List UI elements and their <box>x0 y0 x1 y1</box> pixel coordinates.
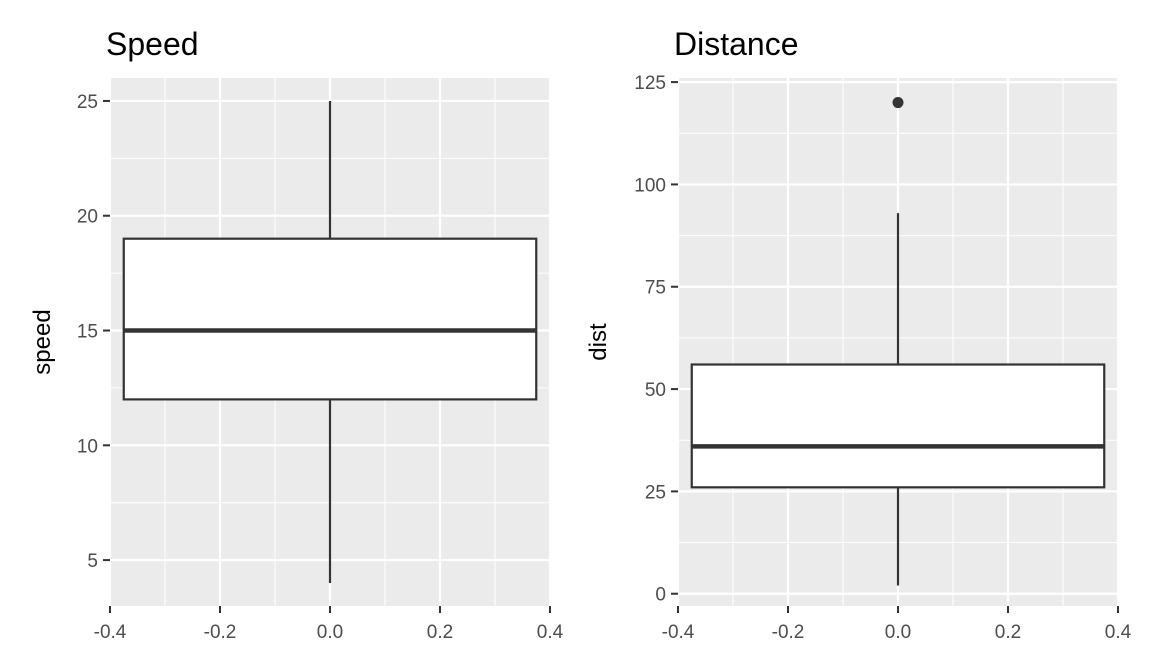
x-tick-label: -0.4 <box>662 622 695 643</box>
y-tick-label: 0 <box>655 585 666 606</box>
box-iqr <box>690 363 1106 489</box>
x-tick-label: 0.2 <box>995 622 1021 643</box>
x-tick-label: -0.2 <box>204 622 237 643</box>
y-tick-label: 50 <box>645 380 666 401</box>
y-axis-title: speed <box>29 309 56 374</box>
x-tick-label: 0.4 <box>537 622 564 643</box>
y-tick-label: 100 <box>634 175 666 196</box>
chart-title: Speed <box>106 26 199 62</box>
speed-chart: 5 10 15 20 25 -0.4 -0.2 0.0 0.2 0.4 Speed speed <box>29 26 564 643</box>
outlier-point <box>892 97 904 109</box>
x-tick-label: -0.4 <box>94 622 127 643</box>
distance-chart: 0 25 50 75 100 125 -0.4 -0.2 0.0 0.2 0.4 Distance di… <box>585 26 1132 643</box>
x-tick-label: 0.0 <box>317 622 343 643</box>
y-tick-label: 15 <box>77 322 98 343</box>
y-tick-label: 5 <box>87 551 98 572</box>
x-tick-label: 0.4 <box>1105 622 1132 643</box>
x-tick-label: 0.2 <box>427 622 453 643</box>
y-axis-title: dist <box>585 323 612 361</box>
x-tick-label: -0.2 <box>772 622 805 643</box>
y-tick-label: 20 <box>77 207 98 228</box>
y-tick-label: 10 <box>77 436 98 457</box>
y-tick-label: 125 <box>634 73 666 94</box>
chart-title: Distance <box>674 26 799 62</box>
box-iqr <box>122 237 538 401</box>
y-tick-label: 25 <box>77 92 98 113</box>
y-tick-label: 25 <box>645 482 666 503</box>
x-tick-label: 0.0 <box>885 622 911 643</box>
y-tick-label: 75 <box>645 278 666 299</box>
